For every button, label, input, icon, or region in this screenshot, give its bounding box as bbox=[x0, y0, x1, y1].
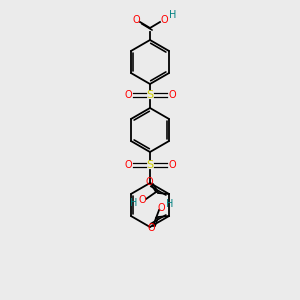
Text: H: H bbox=[130, 198, 138, 208]
Text: O: O bbox=[160, 15, 168, 25]
Text: O: O bbox=[132, 15, 140, 25]
Text: O: O bbox=[168, 90, 176, 100]
Text: S: S bbox=[146, 90, 154, 100]
Text: O: O bbox=[147, 223, 155, 233]
Text: O: O bbox=[124, 90, 132, 100]
Text: S: S bbox=[146, 160, 154, 170]
Text: O: O bbox=[138, 195, 146, 205]
Text: O: O bbox=[124, 160, 132, 170]
Text: O: O bbox=[145, 177, 153, 187]
Text: O: O bbox=[168, 160, 176, 170]
Text: H: H bbox=[169, 10, 177, 20]
Text: O: O bbox=[157, 203, 165, 213]
Text: H: H bbox=[167, 199, 174, 209]
